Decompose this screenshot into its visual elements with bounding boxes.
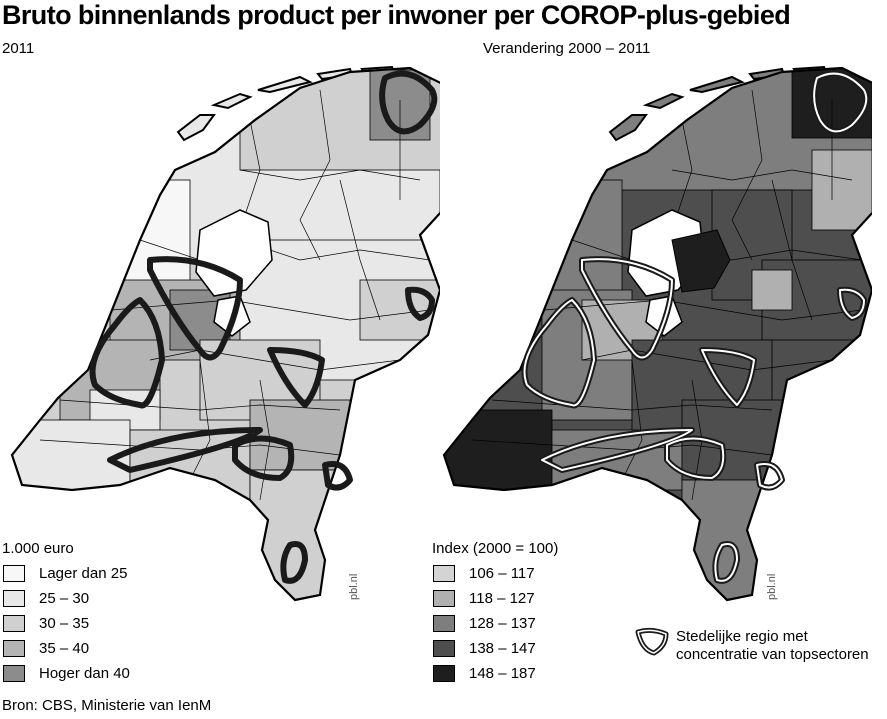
- legend-swatch-right: [433, 615, 455, 632]
- island-terschelling: [257, 75, 313, 94]
- region-noord-holland-noord: [541, 179, 623, 301]
- legend-label: 128 – 137: [469, 615, 536, 632]
- national-border: [10, 66, 440, 602]
- source-note: Bron: CBS, Ministerie van IenM: [2, 697, 212, 714]
- legend-item: 118 – 127: [433, 586, 536, 611]
- page-title: Bruto binnenlands product per inwoner pe…: [2, 0, 791, 30]
- left-map: [10, 65, 440, 602]
- legend-label: 25 – 30: [39, 590, 90, 607]
- legend-label: Lager dan 25: [39, 565, 128, 582]
- legend-label: 148 – 187: [469, 665, 536, 682]
- legend-swatch: [3, 565, 25, 582]
- region-flevoland: [671, 229, 731, 293]
- island-vlieland: [210, 92, 253, 110]
- legend-label: 118 – 127: [469, 590, 535, 607]
- legend-swatch-right: [433, 590, 455, 607]
- island-texel: [176, 114, 216, 142]
- legend-swatch: [3, 665, 25, 682]
- stedelijk-venlo: [322, 461, 353, 491]
- legend-label: 30 – 35: [39, 615, 90, 632]
- legend-swatch: [3, 615, 25, 632]
- region-zeeland: [444, 409, 553, 491]
- right-map-subtitle: Verandering 2000 – 2011: [483, 40, 651, 57]
- stedelijk-legend-label: Stedelijke regio met concentratie van to…: [676, 628, 869, 663]
- legend-swatch-right: [433, 640, 455, 657]
- region-zwolle: [751, 269, 793, 311]
- legend-item: 25 – 30: [3, 586, 130, 611]
- credit-left: pbl.nl: [348, 573, 360, 600]
- left-legend-title: 1.000 euro: [2, 540, 74, 557]
- legend-item: 148 – 187: [433, 661, 536, 686]
- region-drenthe: [811, 149, 872, 231]
- legend-item: Hoger dan 40: [3, 661, 130, 686]
- right-legend-title: Index (2000 = 100): [432, 540, 559, 557]
- legend-item: 128 – 137: [433, 611, 536, 636]
- stedelijk-west-brabant: [107, 427, 263, 473]
- right-map: [442, 65, 872, 602]
- legend-label: Hoger dan 40: [39, 665, 130, 682]
- legend-swatch-right: [433, 565, 455, 582]
- stedelijk-randstad-west: [89, 297, 165, 409]
- stedelijk-groningen: [379, 70, 438, 135]
- stedelijk-legend-icon: [635, 627, 669, 656]
- credit-right: pbl.nl: [766, 573, 778, 600]
- left-legend: Lager dan 25 25 – 30 30 – 35 35 – 40 Hog…: [3, 561, 130, 686]
- legend-label: 106 – 117: [469, 565, 535, 582]
- stedelijk-eindhoven: [232, 435, 295, 481]
- stedelijk-twente: [405, 286, 435, 321]
- legend-item: 30 – 35: [3, 611, 130, 636]
- left-map-subtitle: 2011: [2, 40, 35, 57]
- legend-item: 35 – 40: [3, 636, 130, 661]
- legend-swatch: [3, 590, 25, 607]
- legend-swatch-right: [433, 665, 455, 682]
- legend-label: 35 – 40: [39, 640, 90, 657]
- ijsselmeer: [195, 209, 273, 297]
- legend-item: 138 – 147: [433, 636, 536, 661]
- stedelijk-arnhem: [267, 347, 325, 408]
- national-border: [442, 66, 872, 602]
- stedelijk-amsterdam: [147, 256, 243, 361]
- legend-item: 106 – 117: [433, 561, 536, 586]
- legend-label: 138 – 147: [469, 640, 536, 657]
- right-legend: 106 – 117 118 – 127 128 – 137 138 – 147 …: [433, 561, 536, 686]
- stedelijk-limburg: [280, 541, 308, 584]
- legend-item: Lager dan 25: [3, 561, 130, 586]
- legend-swatch: [3, 640, 25, 657]
